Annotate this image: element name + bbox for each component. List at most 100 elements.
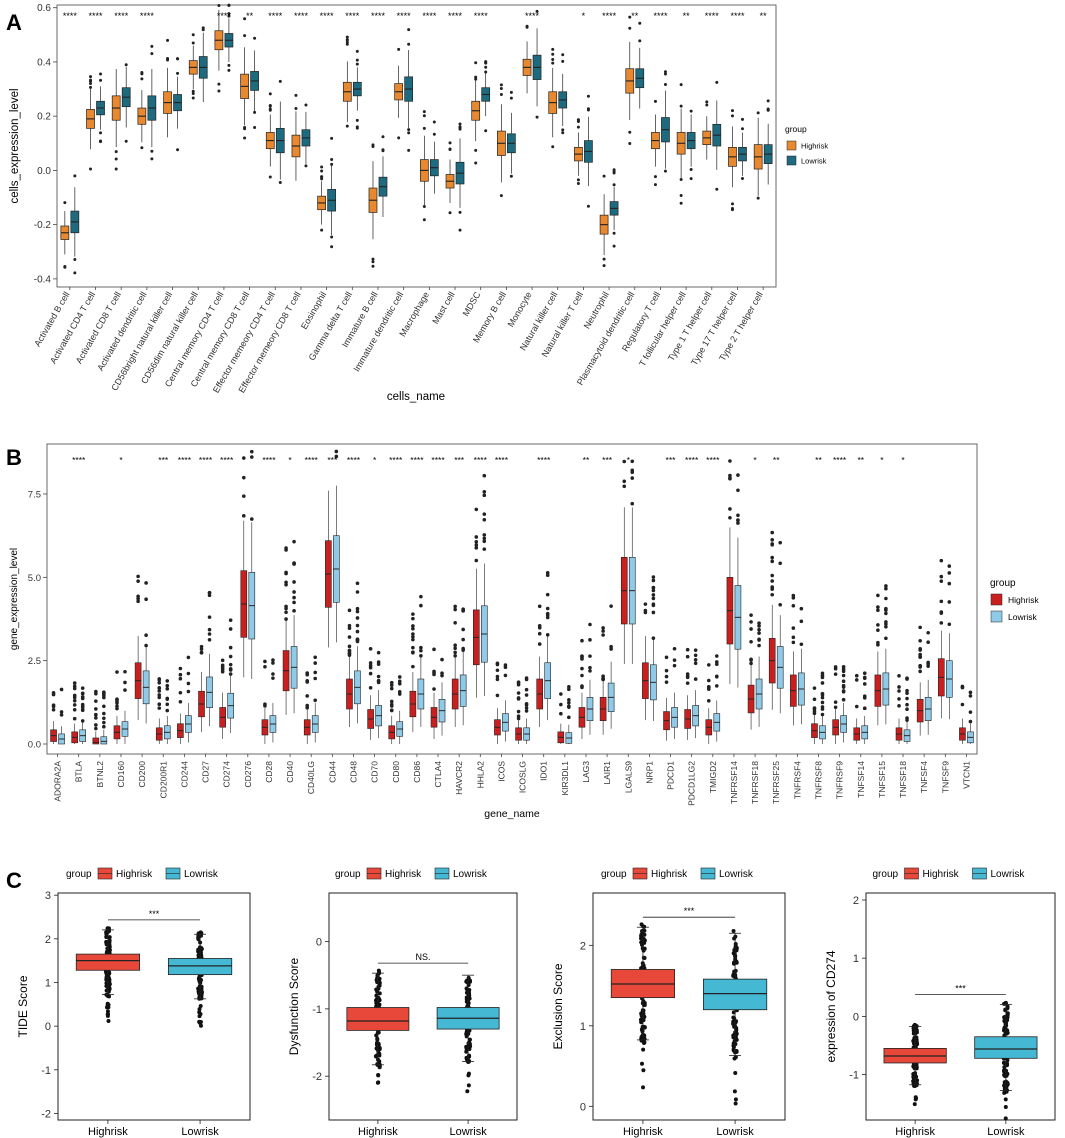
- box-cd86-lowrisk-outlier: [419, 594, 423, 599]
- legend-swatch-highrisk: [786, 140, 797, 151]
- box-cd27-lowrisk-outlier: [207, 615, 212, 619]
- box-cd274-lowrisk-outlier: [228, 672, 233, 676]
- box-highrisk-outlier: [105, 1013, 110, 1018]
- box-tnfsf4-highrisk-outlier: [918, 665, 922, 669]
- box-btla-highrisk-outlier: [72, 707, 77, 712]
- y-tick-label: 2: [580, 940, 586, 952]
- significance-label: ****: [685, 455, 699, 465]
- significance-label: ****: [294, 11, 309, 21]
- x-tick-label: CD44: [327, 761, 337, 783]
- box-hhla2-lowrisk-outlier: [482, 533, 487, 537]
- box-tnfsf15-lowrisk-outlier: [884, 584, 888, 588]
- box-lowrisk-point: [198, 930, 203, 935]
- box-pdcd1-lowrisk-outlier: [672, 658, 677, 662]
- box-cd276-highrisk-outlier: [241, 514, 246, 518]
- box-ido1-lowrisk-outlier: [545, 611, 550, 616]
- x-tick-label: CD28: [264, 761, 274, 783]
- box-btnl2-highrisk-outlier: [94, 707, 98, 711]
- box-gamma-delta-t-cell-lowrisk-outlier: [355, 125, 359, 129]
- box-plasmacytoid-dendritic-cell-highrisk-outlier: [628, 142, 632, 146]
- box-icoslg-lowrisk-outlier: [524, 702, 529, 706]
- box-eosinophil-lowrisk-outlier: [330, 235, 334, 239]
- box-tnfrsf8-highrisk-outlier: [812, 686, 817, 690]
- chart-c2: -2 -1 0 Dysfunction Score Highrisk Lowrisk NS.…: [287, 867, 518, 1138]
- box-tnfrsf18-lowrisk-outlier: [757, 631, 761, 635]
- box-tnfsf14-lowrisk-outlier: [862, 682, 867, 686]
- box-lag3-highrisk-outlier: [580, 673, 584, 678]
- box-highrisk-outlier: [640, 1061, 645, 1066]
- significance-label: ***: [955, 983, 966, 993]
- box-icos-highrisk-outlier: [495, 662, 500, 667]
- box-cd48-lowrisk-outlier: [355, 623, 360, 628]
- box-regulatory-t-cell-lowrisk-outlier: [663, 72, 667, 76]
- plot-frame: [592, 892, 786, 1121]
- box-tnfsf14-highrisk-outlier: [854, 704, 859, 709]
- box-monocyte-lowrisk-outlier: [535, 9, 539, 13]
- box-cd200-highrisk-outlier: [136, 594, 140, 599]
- x-tick-label: Highrisk: [895, 1126, 935, 1138]
- box-gamma-delta-t-cell-highrisk-outlier: [345, 124, 349, 128]
- box-cd40-highrisk-outlier: [284, 546, 288, 550]
- box-tnfrsf18-highrisk-outlier: [749, 639, 753, 644]
- box-immature-b-cell-lowrisk-outlier: [381, 148, 385, 152]
- legend-title: group: [601, 869, 627, 880]
- box-cd56dim-natural-killer-cell-highrisk-outlier: [191, 91, 195, 95]
- box-icoslg-lowrisk-outlier: [524, 677, 529, 682]
- box-cd40lg-lowrisk-outlier: [313, 676, 318, 681]
- box-havcr2-highrisk-outlier: [453, 650, 457, 655]
- box-highrisk-outlier: [641, 1085, 646, 1090]
- box-central-memory-cd4-t-cell-lowrisk-outlier: [227, 12, 231, 16]
- x-tick-label: Lowrisk: [987, 1126, 1025, 1138]
- box-tnfsf4-highrisk-outlier: [918, 669, 922, 674]
- box-pdcd1lg2-highrisk-outlier: [685, 654, 690, 659]
- box-lgals9-lowrisk-outlier: [630, 468, 635, 473]
- x-tick-label: TNFRSF25: [771, 761, 781, 804]
- legend-title: group: [990, 578, 1016, 589]
- box-icos-highrisk-outlier: [495, 668, 500, 673]
- box-cd276-highrisk-outlier: [241, 494, 246, 498]
- plot-frame: [56, 4, 777, 288]
- box-tnfrsf14-highrisk-outlier: [728, 507, 732, 511]
- box-kir3dl1-lowrisk-outlier: [567, 705, 571, 709]
- box-tnfrsf4-highrisk-outlier: [791, 603, 796, 608]
- box-cd40-lowrisk-outlier: [292, 595, 296, 600]
- box-lowrisk-point: [733, 1055, 738, 1060]
- box-monocyte-lowrisk-outlier: [535, 115, 539, 119]
- significance-label: *: [373, 455, 377, 465]
- box-btnl2-lowrisk-outlier: [102, 691, 106, 695]
- box-tnfrsf8-highrisk-outlier: [812, 709, 817, 714]
- box-activated-cd4-t-cell-lowrisk-outlier: [99, 140, 103, 144]
- box-cd56bright-natural-killer-cell-lowrisk-outlier: [176, 57, 180, 61]
- box-cd86-highrisk-outlier: [411, 650, 415, 655]
- box-cd40-highrisk-outlier: [284, 617, 288, 621]
- box-vtcn1-highrisk-outlier: [960, 685, 965, 690]
- box-lowrisk-point: [733, 1020, 738, 1025]
- box-kir3dl1-lowrisk-outlier: [567, 715, 571, 720]
- box-tnfsf9-lowrisk-outlier: [947, 571, 952, 575]
- x-tick-label: ICOSLG: [518, 761, 528, 793]
- box-btnl2-lowrisk-outlier: [102, 724, 106, 729]
- significance-label: ****: [389, 455, 403, 465]
- box-lowrisk-point: [1002, 1082, 1007, 1087]
- box-tnfrsf18-lowrisk-outlier: [757, 624, 761, 628]
- box-central-memory-cd4-t-cell-lowrisk-outlier: [227, 14, 231, 18]
- box-cd56dim-natural-killer-cell-highrisk-outlier: [191, 96, 195, 100]
- box-eosinophil-highrisk-outlier: [320, 165, 324, 169]
- x-tick-label: CD40: [285, 761, 295, 783]
- box-type-1-t-helper-cell-lowrisk-outlier: [715, 80, 719, 84]
- box-cd200r1-highrisk-outlier: [157, 678, 162, 682]
- x-tick-label: CTLA4: [433, 761, 443, 788]
- box-neutrophil-highrisk-outlier: [602, 257, 606, 261]
- box-ido1-lowrisk-outlier: [545, 592, 550, 597]
- x-tick-label: TNFRSF4: [792, 761, 802, 800]
- box-lair1-highrisk-outlier: [601, 674, 605, 679]
- box-highrisk-outlier: [375, 1080, 380, 1085]
- box-tnfrsf9-lowrisk-outlier: [841, 689, 846, 694]
- x-tick-label: TMIGD2: [708, 761, 718, 793]
- box-pdcd1lg2-highrisk-outlier: [685, 674, 690, 678]
- box-lag3-highrisk-outlier: [580, 656, 584, 660]
- box-cd160-highrisk-outlier: [115, 706, 119, 711]
- box-natural-killer-cell-highrisk-outlier: [551, 47, 555, 51]
- box-highrisk-point: [375, 997, 380, 1002]
- box-cd40-lowrisk-outlier: [292, 561, 296, 566]
